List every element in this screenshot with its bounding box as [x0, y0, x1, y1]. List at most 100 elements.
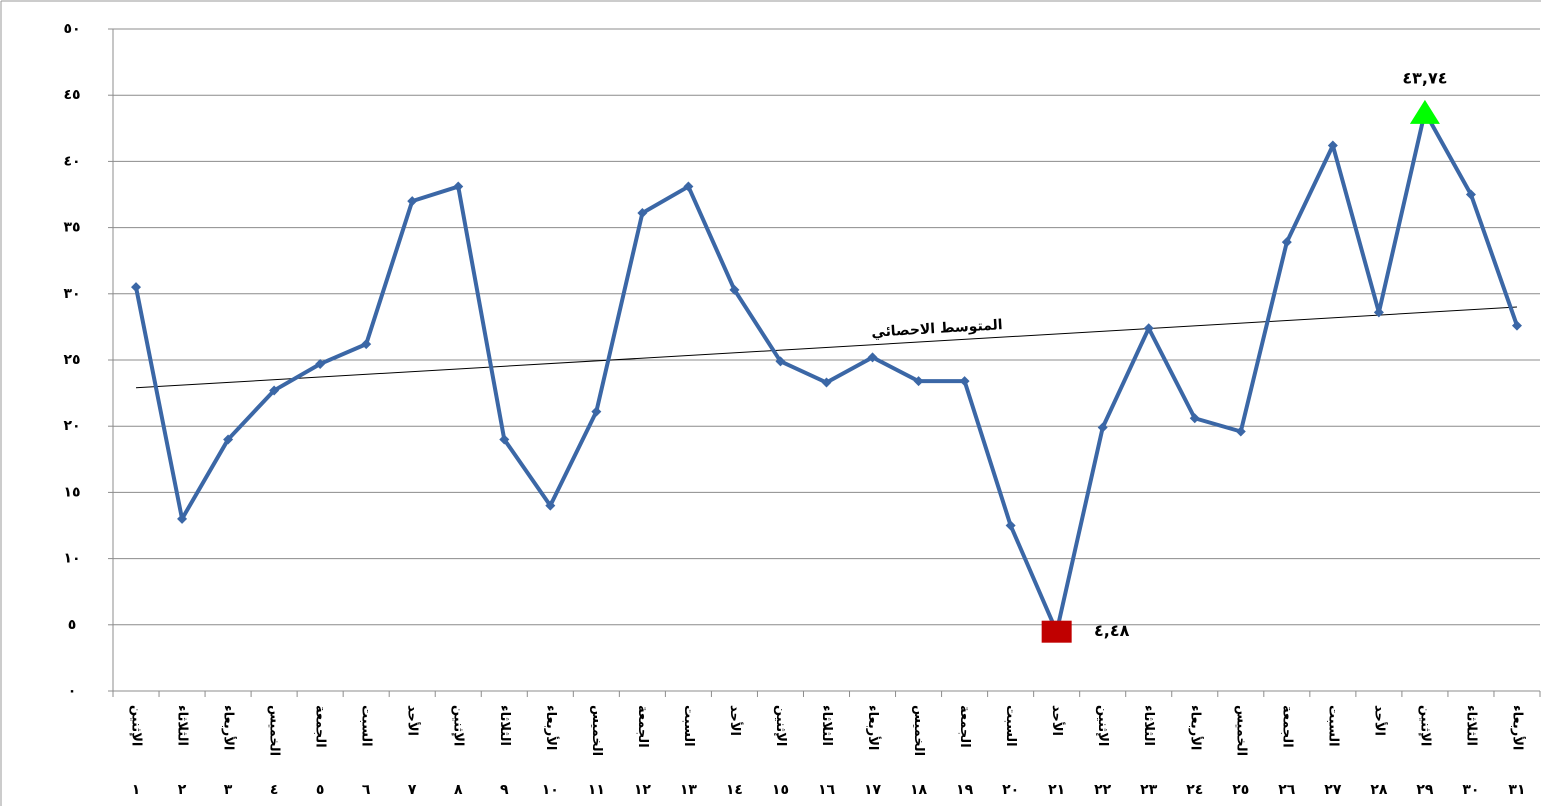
x-tick-label: الجمعة	[1279, 705, 1294, 748]
day-number: ٧	[408, 782, 417, 798]
day-number: ١١	[588, 782, 605, 798]
y-tick-label: ٢٠	[63, 418, 80, 434]
point	[1005, 520, 1016, 531]
day-number: ١٠	[542, 782, 559, 798]
x-tick-label: الأربعاء	[221, 705, 238, 750]
x-tick-label: الثلاثاء	[175, 705, 190, 746]
data-label: ٤٣,٧٤	[1402, 68, 1447, 87]
day-number: ٣	[224, 782, 233, 798]
point	[637, 208, 648, 219]
point	[223, 434, 234, 445]
point	[1465, 189, 1476, 200]
y-tick-label: ١٠	[63, 551, 80, 567]
day-number: ٦	[362, 782, 371, 798]
point	[729, 284, 740, 295]
day-number: ١٣	[680, 782, 698, 798]
day-number: ١٦	[818, 782, 836, 798]
x-tick-label: الخميس	[267, 705, 282, 756]
x-tick-label: الجمعة	[957, 705, 972, 748]
day-number: ١٥	[772, 782, 789, 798]
y-tick-label: ٥٠	[63, 21, 80, 37]
y-tick-label: ١٥	[63, 484, 80, 500]
x-tick-label: الأربعاء	[865, 705, 882, 750]
x-tick-label: الخميس	[911, 705, 926, 756]
x-tick-label: الأربعاء	[1187, 705, 1204, 750]
point	[867, 352, 878, 363]
point	[591, 406, 602, 417]
point	[361, 339, 372, 350]
x-tick-label: السبت	[1003, 705, 1018, 747]
x-tick-label: الأحد	[1049, 705, 1066, 736]
point	[1189, 413, 1200, 424]
point	[499, 434, 510, 445]
y-tick-label: ٤٠	[63, 153, 80, 169]
day-number: ٢	[178, 782, 187, 798]
point	[1373, 307, 1384, 318]
x-tick-label: الثلاثاء	[497, 705, 512, 746]
point	[913, 376, 924, 387]
day-number: ١٢	[634, 782, 652, 798]
y-tick-label: ٠	[68, 683, 77, 699]
point	[1327, 140, 1338, 151]
line	[134, 109, 1519, 634]
x-tick-label: السبت	[359, 705, 374, 747]
x-tick-label: الأحد	[405, 705, 422, 736]
day-number: ١	[132, 782, 141, 798]
y-tick-label: ٢٥	[63, 352, 80, 368]
day-number: ٢١	[1048, 782, 1065, 798]
x-tick-label: الخميس	[1233, 705, 1248, 756]
day-number: ٥	[316, 782, 325, 798]
day-number: ٢٤	[1186, 782, 1203, 798]
trendline-label: المتوسط الاحصائي	[871, 317, 1003, 341]
day-number: ١٩	[956, 782, 974, 798]
point	[453, 181, 464, 192]
point	[775, 356, 786, 367]
point	[1511, 320, 1522, 331]
x-tick-label: الإثنين	[1095, 705, 1110, 746]
x-tick-label: الجمعة	[313, 705, 328, 748]
day-number: ١٧	[864, 782, 882, 798]
x-tick-label: الأربعاء	[1509, 705, 1526, 750]
point	[315, 358, 326, 369]
day-number: ٢٧	[1324, 782, 1342, 798]
point	[177, 513, 188, 524]
point	[1281, 237, 1292, 248]
max-marker	[1409, 99, 1440, 124]
x-tick-label: الأحد	[727, 705, 744, 736]
y-tick-label: ٣٥	[63, 220, 80, 236]
point	[821, 377, 832, 388]
x-tick-label: الخميس	[589, 705, 604, 756]
point	[683, 181, 694, 192]
x-tick-label: الإثنين	[129, 705, 144, 746]
x-tick-label: الإثنين	[451, 705, 466, 746]
x-tick-label: الجمعة	[635, 705, 650, 748]
day-number: ٢٥	[1232, 782, 1249, 798]
day-number: ١٨	[910, 782, 928, 798]
point	[131, 282, 142, 293]
x-tick-label: الثلاثاء	[1141, 705, 1156, 746]
day-number: ٢٢	[1094, 782, 1112, 798]
x-tick-label: الإثنين	[1417, 705, 1432, 746]
y-tick-label: ٣٠	[63, 286, 80, 302]
point	[959, 376, 970, 387]
day-number: ٤	[270, 782, 279, 798]
day-number: ٨	[454, 782, 463, 798]
x-tick-label: السبت	[1325, 705, 1340, 747]
day-number: ١٤	[726, 782, 743, 798]
y-tick-label: ٥	[68, 617, 77, 633]
point	[407, 196, 418, 207]
x-tick-label: الإثنين	[773, 705, 788, 746]
min-marker	[1041, 620, 1072, 643]
day-number: ٣١	[1508, 782, 1525, 798]
x-tick-label: الثلاثاء	[819, 705, 834, 746]
data-label: ٤,٤٨	[1094, 621, 1130, 640]
point	[1097, 422, 1108, 433]
point	[269, 385, 280, 396]
x-tick-label: الأربعاء	[543, 705, 560, 750]
day-number: ٢٩	[1416, 782, 1434, 798]
x-tick-label: الأحد	[1371, 705, 1388, 736]
point	[545, 500, 556, 511]
trendline	[135, 306, 1518, 389]
